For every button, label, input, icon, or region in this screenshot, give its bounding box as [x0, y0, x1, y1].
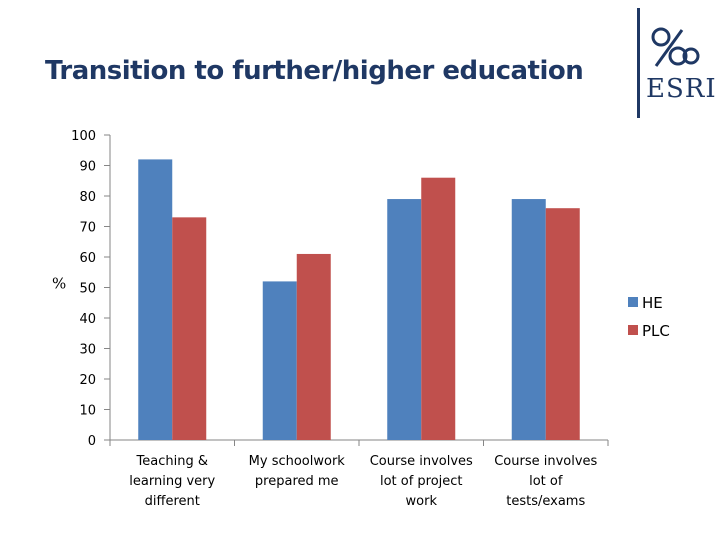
x-category-label: Course involves lot of project work	[370, 454, 473, 509]
bar-plc	[421, 177, 456, 440]
percent-mark-icon	[651, 27, 700, 67]
x-category-label-line: lot of project	[380, 474, 463, 489]
bar-plc	[545, 208, 580, 440]
logo-text: ESRI	[646, 74, 717, 104]
x-category-label-line: work	[406, 494, 438, 509]
bar-he	[511, 199, 546, 440]
legend-label-plc: PLC	[642, 322, 670, 340]
bar-plc	[172, 217, 207, 440]
bar-he	[138, 159, 173, 440]
y-tick-label: 80	[79, 190, 96, 205]
esri-logo: ESRI	[630, 8, 720, 120]
legend-swatch-plc	[628, 325, 638, 335]
y-tick-label: 70	[79, 221, 96, 236]
x-category-label-line: different	[145, 494, 200, 509]
y-tick-label: 0	[88, 434, 96, 449]
x-category-label-line: lot of	[529, 474, 563, 489]
y-tick-label: 20	[79, 373, 96, 388]
x-category-label: Teaching & learning very different	[129, 454, 215, 509]
x-category-label-line: Teaching &	[136, 454, 208, 469]
y-axis-title: %	[52, 275, 66, 293]
y-tick-label: 60	[79, 251, 96, 266]
logo-divider	[637, 8, 640, 118]
y-tick-label: 30	[79, 343, 96, 358]
x-category-label-line: Course involves	[370, 454, 473, 469]
bar-he	[387, 199, 422, 440]
slide-title: Transition to further/higher education	[45, 56, 584, 86]
y-tick-label: 40	[79, 312, 96, 327]
x-category-label-line: prepared me	[255, 474, 339, 489]
x-category-label-line: learning very	[129, 474, 215, 489]
bar-plc	[296, 253, 331, 440]
y-tick-label: 100	[71, 129, 96, 144]
y-tick-label: 10	[79, 404, 96, 419]
x-category-label-line: My schoolwork	[249, 454, 346, 469]
y-tick-label: 90	[79, 160, 96, 175]
legend-label-he: HE	[642, 294, 663, 312]
legend-swatch-he	[628, 297, 638, 307]
x-category-label-line: Course involves	[494, 454, 597, 469]
x-category-label-line: tests/exams	[506, 494, 585, 509]
x-category-label: My schoolwork prepared me	[249, 454, 346, 489]
y-tick-label: 50	[79, 282, 96, 297]
bar-he	[262, 281, 297, 440]
x-category-label: Course involves lot of tests/exams	[494, 454, 597, 509]
